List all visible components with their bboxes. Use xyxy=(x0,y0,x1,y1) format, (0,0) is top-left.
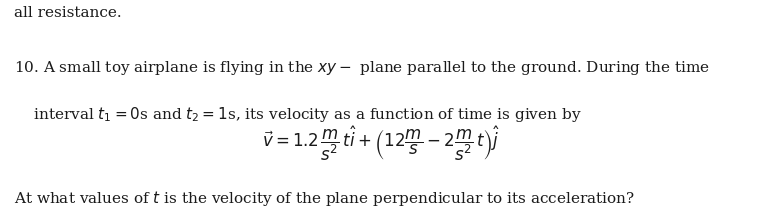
Text: interval $t_1 = 0$s and $t_2 = 1$s, its velocity as a function of time is given : interval $t_1 = 0$s and $t_2 = 1$s, its … xyxy=(14,105,581,124)
Text: 10. A small toy airplane is flying in the $xy-$ plane parallel to the ground. Du: 10. A small toy airplane is flying in th… xyxy=(14,59,709,77)
Text: At what values of $t$ is the velocity of the plane perpendicular to its accelera: At what values of $t$ is the velocity of… xyxy=(14,189,635,208)
Text: $\vec{v} = 1.2\,\dfrac{m}{s^2}\,t\hat{i} + \left(12\dfrac{m}{s} - 2\dfrac{m}{s^2: $\vec{v} = 1.2\,\dfrac{m}{s^2}\,t\hat{i}… xyxy=(262,125,500,163)
Text: all resistance.: all resistance. xyxy=(14,6,121,20)
